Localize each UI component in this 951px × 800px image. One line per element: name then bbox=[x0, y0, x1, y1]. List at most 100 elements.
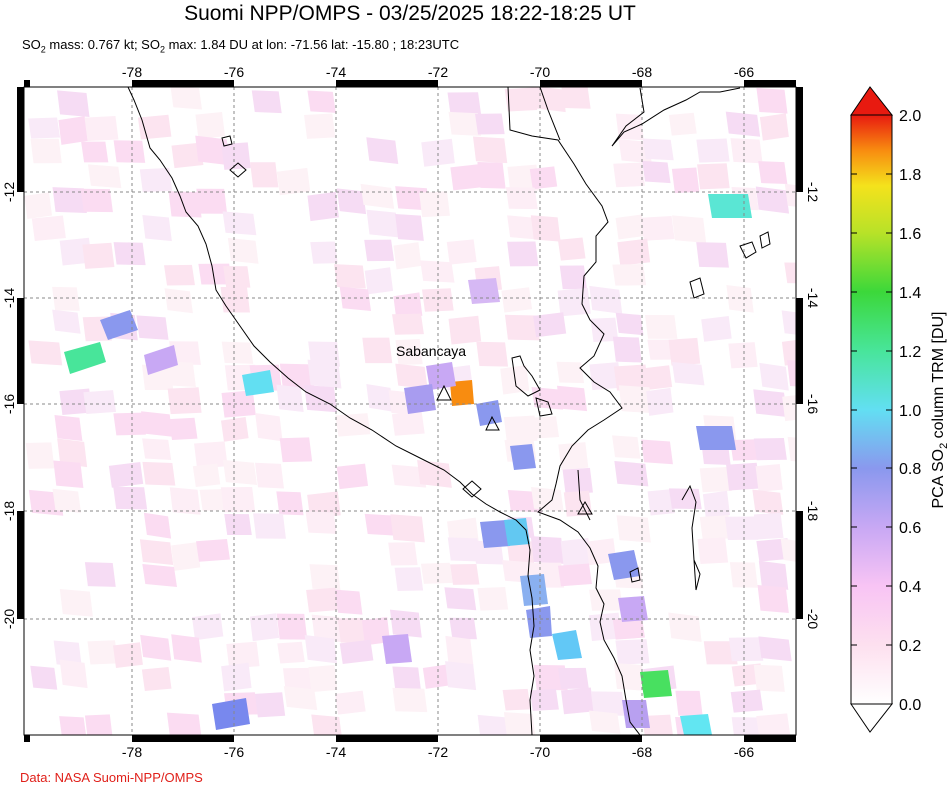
so2-pixel bbox=[640, 670, 672, 698]
so2-background-pixel bbox=[250, 162, 279, 188]
so2-background-pixel bbox=[171, 634, 202, 663]
so2-background-pixel bbox=[59, 588, 93, 617]
so2-background-pixel bbox=[725, 111, 761, 137]
volcano-diamond-icon bbox=[462, 480, 482, 498]
so2-background-pixel bbox=[142, 461, 176, 486]
so2-background-pixel bbox=[731, 717, 761, 735]
volcano-diamond-icon bbox=[229, 162, 247, 178]
so2-pixel bbox=[510, 444, 536, 470]
pacific-coastline bbox=[127, 87, 535, 735]
so2-background-pixel bbox=[222, 459, 258, 485]
so2-background-pixel bbox=[360, 183, 395, 209]
so2-background-pixel bbox=[787, 436, 796, 462]
so2-background-pixel bbox=[612, 617, 645, 640]
international-border bbox=[507, 87, 641, 735]
so2-background-pixel bbox=[758, 560, 789, 590]
so2-background-pixel bbox=[671, 361, 705, 386]
lat-label: -18 bbox=[1, 501, 17, 521]
so2-background-pixel bbox=[697, 163, 730, 190]
so2-background-pixel bbox=[391, 464, 427, 488]
lon-label: -68 bbox=[632, 744, 652, 760]
colorbar-tick-label: 0.0 bbox=[899, 697, 921, 714]
lake-outline bbox=[221, 135, 233, 147]
so2-background-pixel bbox=[364, 267, 394, 295]
so2-background-pixel bbox=[310, 241, 338, 264]
lat-label: -12 bbox=[1, 182, 17, 202]
so2-background-pixel bbox=[304, 635, 338, 664]
so2-background-pixel bbox=[502, 688, 531, 711]
so2-background-pixel bbox=[613, 162, 645, 188]
so2-background-pixel bbox=[195, 135, 230, 166]
so2-background-pixel bbox=[647, 489, 675, 516]
so2-background-pixel bbox=[781, 340, 796, 366]
lon-label: -78 bbox=[122, 744, 142, 760]
so2-pixel bbox=[64, 342, 106, 374]
so2-background-pixel bbox=[226, 641, 260, 669]
colorbar-tick-label: 1.0 bbox=[899, 403, 921, 420]
data-credit: Data: NASA Suomi-NPP/OMPS bbox=[20, 770, 203, 785]
lon-label: -72 bbox=[428, 744, 448, 760]
so2-background-pixel bbox=[227, 237, 259, 264]
so2-background-pixel bbox=[142, 438, 172, 460]
colorbar-tick-label: 0.6 bbox=[899, 520, 921, 537]
volcano-markers bbox=[229, 162, 593, 515]
so2-background-pixel bbox=[223, 266, 251, 288]
so2-background-pixel bbox=[563, 490, 592, 517]
volcano-triangle-icon bbox=[577, 501, 593, 515]
so2-background-pixel bbox=[54, 414, 83, 441]
lat-label: -12 bbox=[805, 182, 821, 202]
so2-background-pixel bbox=[136, 315, 169, 340]
so2-background-pixel bbox=[449, 617, 477, 640]
so2-background-pixel bbox=[170, 87, 202, 110]
so2-background-pixel bbox=[196, 188, 228, 214]
so2-background-pixel bbox=[445, 635, 474, 666]
colorbar-tick-label: 0.4 bbox=[899, 579, 921, 596]
so2-background-pixel bbox=[646, 387, 674, 416]
so2-background-pixel bbox=[112, 642, 143, 669]
so2-background-pixel bbox=[222, 211, 257, 236]
so2-background-pixel bbox=[366, 209, 399, 238]
so2-background-pixel bbox=[503, 415, 538, 443]
so2-background-pixel bbox=[30, 138, 62, 164]
so2-background-pixel bbox=[505, 187, 538, 210]
lat-labels-left: -12 -14 -16 -18 -20 bbox=[1, 182, 17, 629]
so2-background-pixel bbox=[557, 563, 592, 587]
so2-pixel bbox=[212, 698, 250, 730]
so2-background-pixel bbox=[561, 687, 594, 715]
so2-background-pixel bbox=[113, 140, 146, 163]
so2-background-pixel bbox=[220, 286, 250, 313]
so2-background-pixel bbox=[220, 417, 249, 442]
so2-background-pixel bbox=[142, 214, 172, 242]
so2-background-pixel bbox=[28, 340, 63, 366]
so2-background-pixel bbox=[84, 562, 116, 587]
lon-label: -78 bbox=[122, 64, 142, 80]
so2-background-pixel bbox=[308, 664, 338, 693]
so2-background-pixel bbox=[589, 589, 624, 611]
so2-background-pixel bbox=[52, 309, 81, 334]
so2-background-pixel bbox=[194, 441, 228, 469]
so2-background-pixel bbox=[142, 564, 177, 587]
so2-background-pixel bbox=[613, 364, 649, 391]
lat-label: -20 bbox=[805, 609, 821, 629]
so2-background-pixel bbox=[82, 242, 115, 269]
so2-background-pixel bbox=[615, 214, 645, 240]
so2-background-pixel bbox=[697, 537, 729, 565]
so2-background-pixel bbox=[450, 564, 480, 585]
so2-background-pixel bbox=[642, 714, 673, 735]
so2-background-pixel bbox=[702, 490, 731, 519]
so2-background-pixel bbox=[24, 192, 53, 220]
so2-background-pixel bbox=[221, 142, 251, 170]
frame-bars bbox=[17, 80, 803, 742]
so2-background-pixel bbox=[52, 488, 82, 513]
so2-background-pixel bbox=[113, 486, 148, 510]
lake-outline bbox=[759, 231, 771, 249]
border-north bbox=[611, 87, 741, 147]
so2-background-pixel bbox=[472, 136, 508, 164]
lon-label: -66 bbox=[734, 64, 754, 80]
so2-pixel bbox=[100, 310, 138, 340]
so2-background-pixel bbox=[141, 411, 173, 437]
so2-background-pixel bbox=[339, 286, 372, 312]
lake-outline bbox=[535, 397, 553, 417]
so2-background-pixel bbox=[668, 112, 697, 136]
